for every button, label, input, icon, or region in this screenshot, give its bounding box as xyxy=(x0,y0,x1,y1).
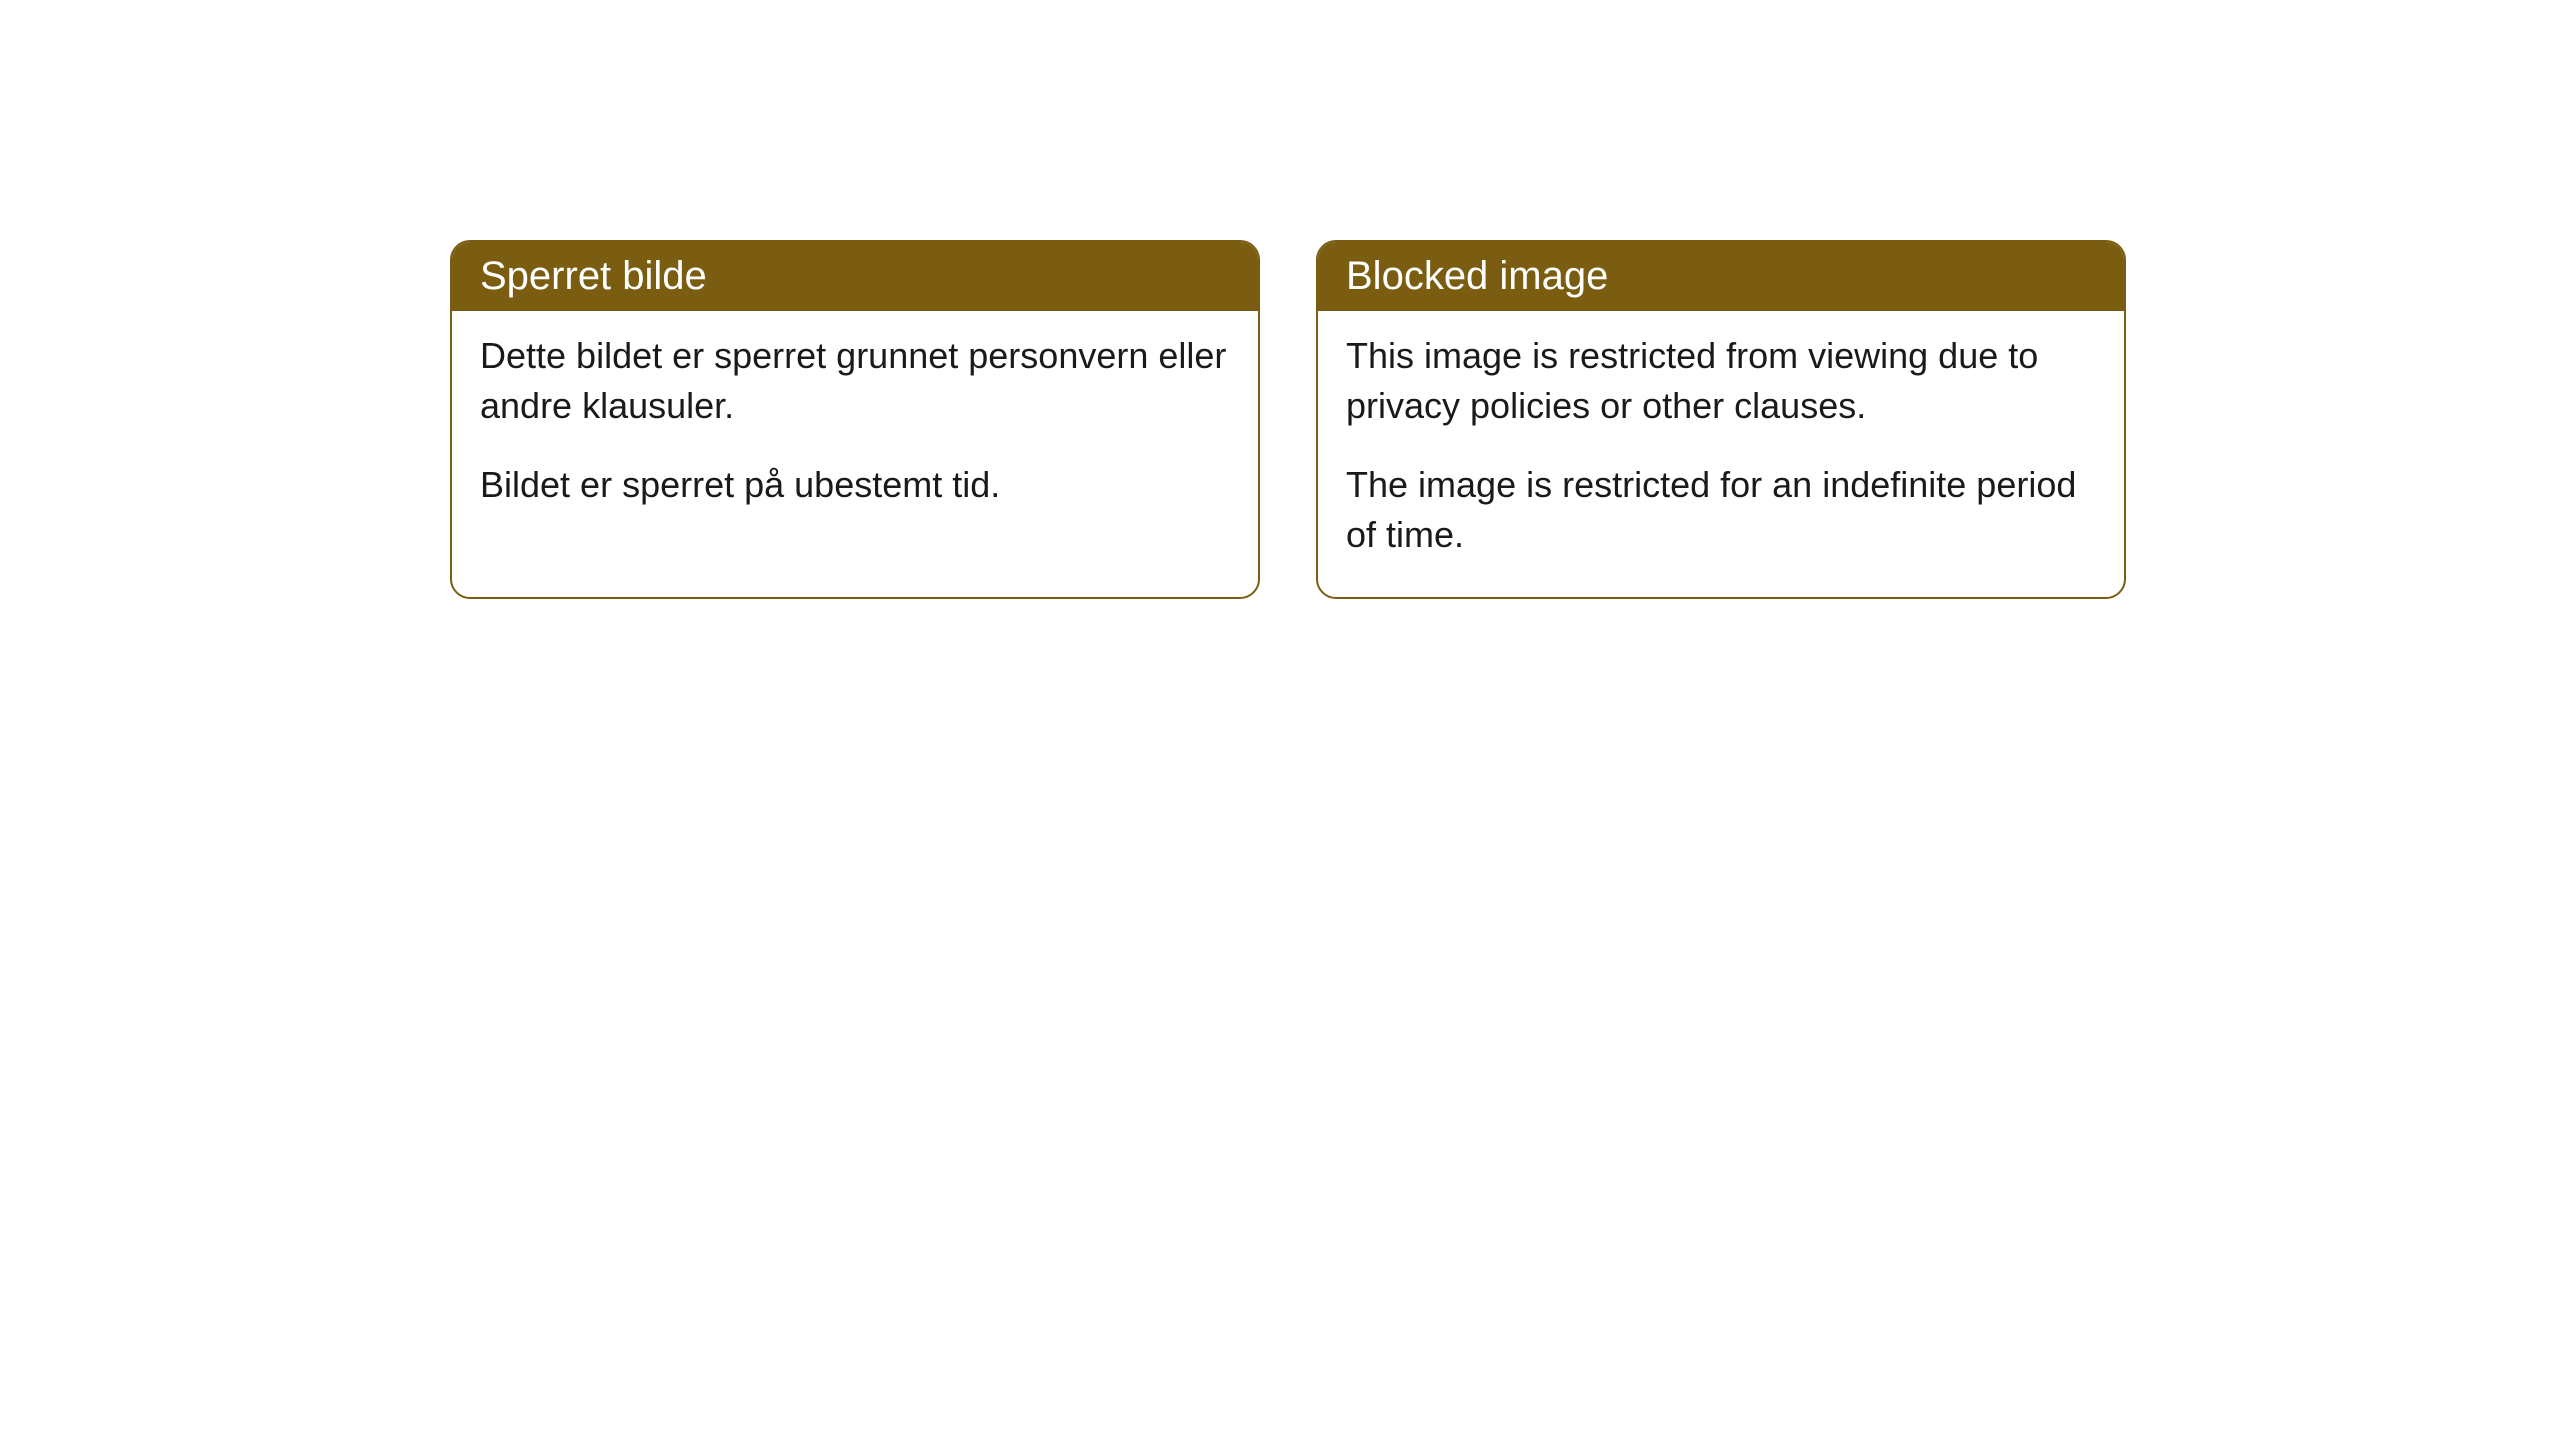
card-paragraph: Dette bildet er sperret grunnet personve… xyxy=(480,331,1230,432)
notice-card-english: Blocked image This image is restricted f… xyxy=(1316,240,2126,599)
card-title: Blocked image xyxy=(1346,254,1608,298)
card-header: Blocked image xyxy=(1318,242,2124,311)
card-title: Sperret bilde xyxy=(480,254,707,298)
card-header: Sperret bilde xyxy=(452,242,1258,311)
card-paragraph: The image is restricted for an indefinit… xyxy=(1346,460,2096,561)
card-paragraph: This image is restricted from viewing du… xyxy=(1346,331,2096,432)
card-body: This image is restricted from viewing du… xyxy=(1318,311,2124,597)
card-body: Dette bildet er sperret grunnet personve… xyxy=(452,311,1258,546)
notice-card-norwegian: Sperret bilde Dette bildet er sperret gr… xyxy=(450,240,1260,599)
card-paragraph: Bildet er sperret på ubestemt tid. xyxy=(480,460,1230,510)
notice-container: Sperret bilde Dette bildet er sperret gr… xyxy=(450,240,2126,599)
